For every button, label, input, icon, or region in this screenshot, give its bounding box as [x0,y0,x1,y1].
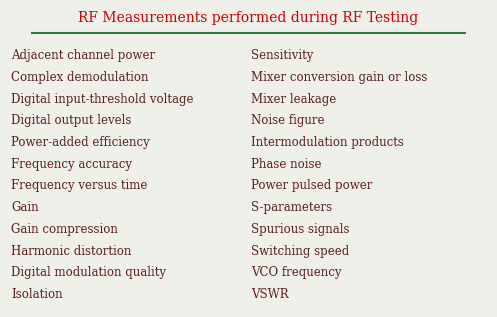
Text: Mixer conversion gain or loss: Mixer conversion gain or loss [251,71,427,84]
Text: VSWR: VSWR [251,288,289,301]
Text: Digital output levels: Digital output levels [11,114,131,127]
Text: Power pulsed power: Power pulsed power [251,179,372,192]
Text: Sensitivity: Sensitivity [251,49,314,62]
Text: Digital modulation quality: Digital modulation quality [11,266,166,279]
Text: Gain: Gain [11,201,39,214]
Text: Spurious signals: Spurious signals [251,223,349,236]
Text: Power-added efficiency: Power-added efficiency [11,136,150,149]
Text: Isolation: Isolation [11,288,63,301]
Text: Frequency accuracy: Frequency accuracy [11,158,132,171]
Text: S-parameters: S-parameters [251,201,332,214]
Text: Intermodulation products: Intermodulation products [251,136,404,149]
Text: Digital input-threshold voltage: Digital input-threshold voltage [11,93,193,106]
Text: Gain compression: Gain compression [11,223,118,236]
Text: Mixer leakage: Mixer leakage [251,93,336,106]
Text: Harmonic distortion: Harmonic distortion [11,245,131,258]
Text: Noise figure: Noise figure [251,114,325,127]
Text: Switching speed: Switching speed [251,245,349,258]
Text: Complex demodulation: Complex demodulation [11,71,149,84]
Text: VCO frequency: VCO frequency [251,266,341,279]
Text: Phase noise: Phase noise [251,158,322,171]
Text: Adjacent channel power: Adjacent channel power [11,49,155,62]
Text: RF Measurements performed during RF Testing: RF Measurements performed during RF Test… [79,11,418,25]
Text: Frequency versus time: Frequency versus time [11,179,147,192]
